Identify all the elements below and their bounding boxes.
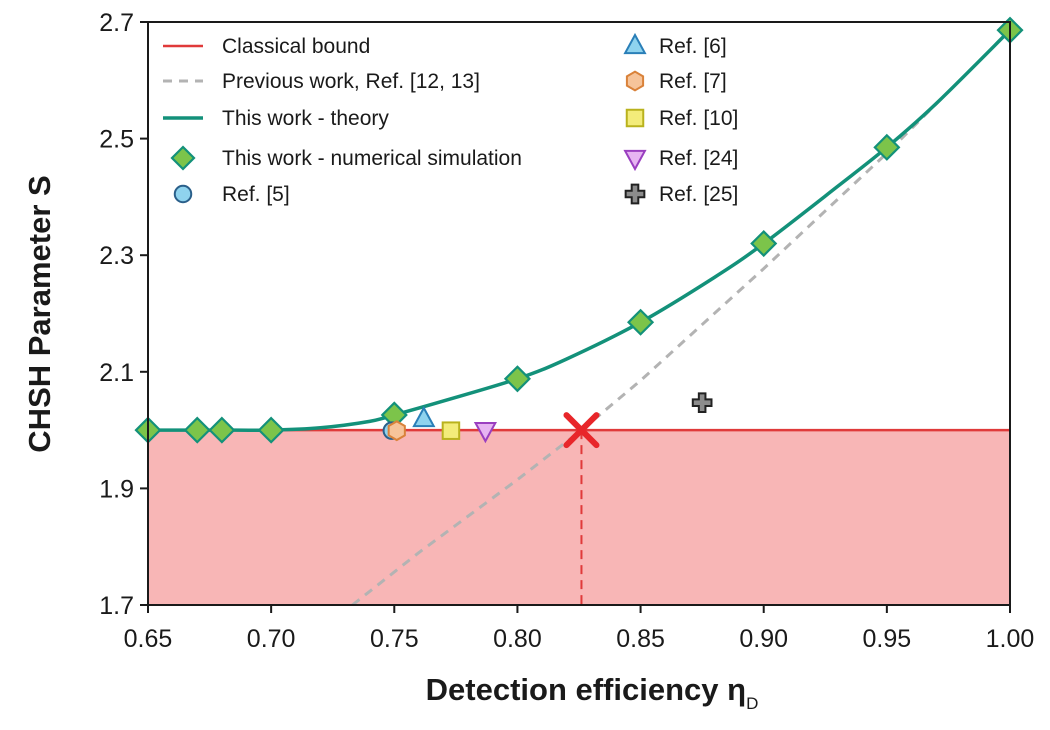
- legend-entry: This work - numerical simulation: [170, 145, 522, 171]
- legend-label: Ref. [25]: [659, 183, 738, 206]
- legend-label: Ref. [5]: [222, 183, 290, 206]
- legend-label: Ref. [10]: [659, 107, 738, 130]
- legend-symbol-icon: [623, 149, 647, 172]
- legend-entry: Ref. [25]: [624, 183, 738, 206]
- x-tick-label: 1.00: [986, 625, 1035, 653]
- legend-symbol-icon: [170, 145, 196, 171]
- simulation-point: [627, 308, 655, 336]
- ref-24-point: [473, 421, 497, 444]
- x-tick-label: 0.90: [739, 625, 788, 653]
- x-tick-label: 0.80: [493, 625, 542, 653]
- legend-entry: This work - theory: [163, 107, 389, 130]
- ref-25-point: [691, 392, 713, 414]
- legend-symbol-icon: [624, 183, 646, 205]
- legend-label: Ref. [24]: [659, 147, 738, 170]
- legend-label: Ref. [7]: [659, 70, 727, 93]
- y-tick-label: 2.3: [99, 242, 134, 270]
- legend-label: Classical bound: [222, 35, 370, 58]
- y-tick-label: 2.5: [99, 126, 134, 154]
- legend-symbol-icon: [173, 184, 193, 204]
- plot-frame: [147, 21, 1011, 606]
- legend-entry: Ref. [24]: [623, 147, 738, 172]
- legend-entry: Ref. [10]: [625, 107, 738, 130]
- simulation-point: [873, 133, 901, 161]
- y-tick-label: 1.9: [99, 475, 134, 503]
- legend-label: Previous work, Ref. [12, 13]: [222, 70, 480, 93]
- simulation-point: [503, 365, 531, 393]
- simulation-point: [208, 416, 236, 444]
- simulation-point: [183, 416, 211, 444]
- y-tick-label: 1.7: [99, 592, 134, 620]
- x-axis-title: Detection efficiency ηD: [426, 672, 759, 713]
- ref-7-point: [387, 420, 406, 442]
- legend-symbol-icon: [625, 108, 645, 128]
- previous-work-line: [351, 29, 1012, 607]
- legend-label: This work - theory: [222, 107, 389, 130]
- ref-6-point: [412, 405, 436, 428]
- legend-symbol-icon: [623, 32, 647, 55]
- legend-entry: Ref. [5]: [173, 183, 290, 206]
- x-axis-subscript: D: [746, 694, 758, 713]
- legend-entry: Ref. [7]: [625, 70, 727, 93]
- legend-entry: Ref. [6]: [623, 32, 727, 58]
- x-tick-label: 0.75: [370, 625, 419, 653]
- legend-label: This work - numerical simulation: [222, 147, 522, 170]
- x-tick-label: 0.85: [616, 625, 665, 653]
- x-tick-label: 0.70: [247, 625, 296, 653]
- simulation-point: [750, 229, 778, 258]
- x-tick-label: 0.95: [863, 625, 912, 653]
- y-tick-label: 2.1: [99, 359, 134, 387]
- threshold-cross-marker: [563, 412, 600, 449]
- legend-entry: Previous work, Ref. [12, 13]: [163, 70, 480, 93]
- classical-region-fill: [148, 430, 1010, 605]
- y-axis-title: CHSH Parameter S: [22, 175, 57, 452]
- legend-entry: Classical bound: [163, 35, 370, 58]
- x-axis-symbol: η: [727, 672, 746, 707]
- ref-10-point: [441, 421, 461, 440]
- simulation-point: [257, 416, 285, 444]
- y-tick-label: 2.7: [99, 9, 134, 37]
- x-tick-label: 0.65: [124, 625, 173, 653]
- legend-label: Ref. [6]: [659, 35, 727, 58]
- legend-symbol-icon: [625, 70, 645, 92]
- x-axis-title-text: Detection efficiency: [426, 672, 720, 707]
